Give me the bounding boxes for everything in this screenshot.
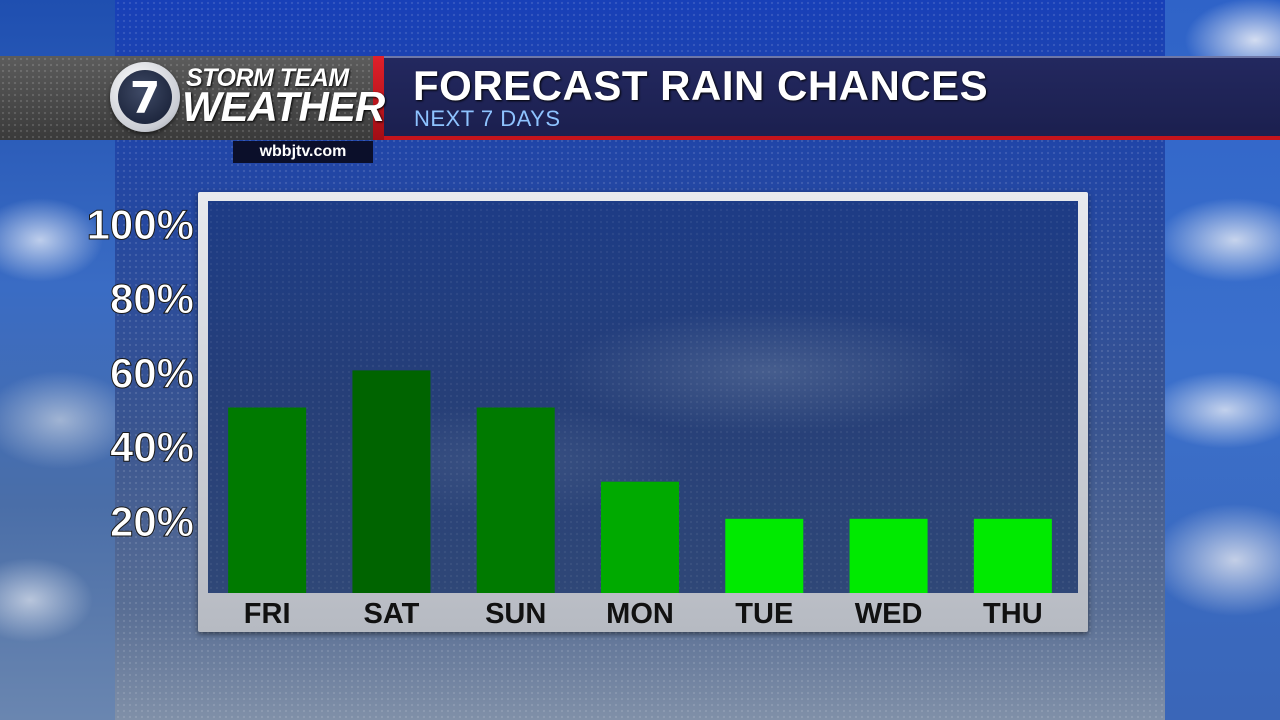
x-tick-label-wed: WED — [855, 598, 923, 630]
logo-divider — [373, 56, 384, 140]
y-tick-label: 100% — [87, 201, 194, 248]
bar-mon — [601, 481, 679, 593]
x-tick-label-mon: MON — [606, 598, 674, 630]
bar-wed — [849, 518, 928, 593]
bar-fri — [228, 407, 307, 593]
x-tick-label-tue: TUE — [735, 598, 793, 630]
header-red-stripe — [0, 136, 1280, 140]
y-tick-label: 40% — [110, 424, 194, 471]
logo-number: 7 — [129, 73, 161, 124]
logo-panel — [0, 56, 373, 140]
x-tick-label-thu: THU — [983, 598, 1043, 630]
y-tick-label: 80% — [110, 275, 194, 322]
bar-sun — [476, 407, 555, 593]
y-tick-label: 20% — [110, 498, 194, 545]
logo-text-weather: WEATHER — [182, 83, 385, 130]
website-label: wbbjtv.com — [233, 141, 373, 163]
x-tick-label-fri: FRI — [244, 598, 291, 630]
bar-tue — [725, 518, 804, 593]
x-tick-label-sat: SAT — [363, 598, 419, 630]
page-title: FORECAST RAIN CHANCES — [413, 62, 989, 109]
bar-sat — [352, 370, 431, 593]
channel-7-logo-icon: 7 — [110, 62, 180, 132]
y-tick-label: 60% — [110, 349, 194, 396]
x-tick-label-sun: SUN — [485, 598, 546, 630]
logo-text-storm-team: STORM TEAM — [186, 64, 349, 92]
bar-thu — [973, 518, 1052, 593]
page-subtitle: NEXT 7 DAYS — [414, 106, 561, 131]
